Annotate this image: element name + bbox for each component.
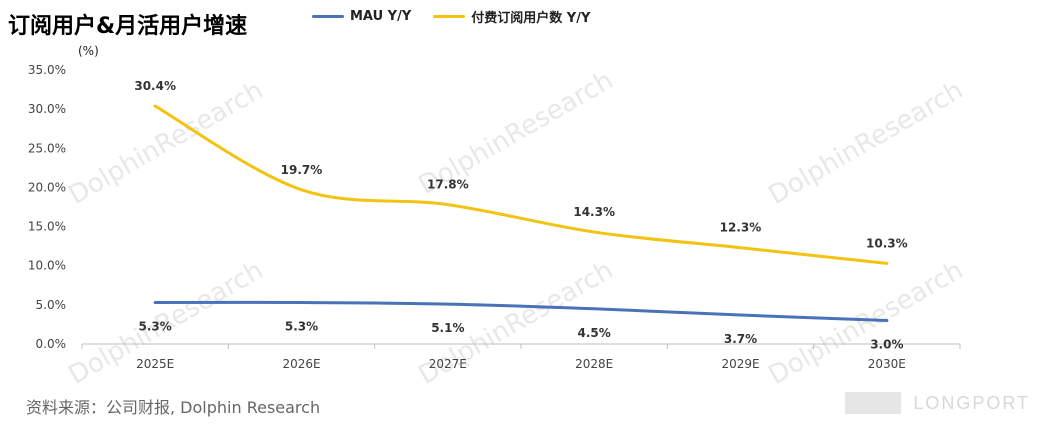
brand-mark-icon (845, 392, 902, 414)
legend-swatch-paid-subscribers (433, 14, 466, 18)
y-tick-label: 30.0% (28, 102, 66, 116)
watermark-text: DolphinResearch (764, 75, 969, 211)
paid-subscribers-data-label: 12.3% (720, 221, 762, 235)
legend-label-paid-subscribers: 付费订阅用户数 Y/Y (471, 10, 591, 26)
watermark-text: DolphinResearch (64, 75, 269, 211)
paid-subscribers-data-label: 10.3% (866, 236, 908, 250)
y-tick-label: 5.0% (36, 298, 67, 312)
mau-data-label: 3.7% (724, 332, 757, 346)
x-tick-label: 2028E (575, 357, 613, 371)
paid-subscribers-data-label: 14.3% (573, 205, 615, 219)
mau-data-label: 5.3% (139, 320, 172, 334)
axis-layer: 0.0% 5.0% 10.0% 15.0% 20.0% 25.0% 30.0% 35.0% 20… (28, 63, 961, 371)
watermark-layer: DolphinResearch DolphinResearch DolphinRes… (64, 65, 969, 390)
mau-data-label: 3.0% (870, 338, 903, 352)
mau-data-label: 5.3% (285, 320, 318, 334)
legend-item-paid-subscribers: 付费订阅用户数 Y/Y (433, 7, 590, 26)
mau-yoy-line (153, 300, 889, 323)
x-tick-label: 2026E (282, 357, 320, 371)
y-axis-unit: (%) (78, 44, 99, 58)
chart-legend: MAU Y/Y 付费订阅用户数 Y/Y (312, 6, 590, 26)
data-label-layer: 5.3% 5.3% 5.1% 4.5% 3.7% 3.0% 30.4% 19.7% 17.8% 1… (134, 79, 907, 352)
y-tick-label: 15.0% (28, 220, 66, 234)
series-layer (153, 104, 889, 323)
paid-subscribers-yoy-line (153, 104, 889, 265)
y-tick-label: 20.0% (28, 180, 66, 194)
source-note: 资料来源：公司财报, Dolphin Research (26, 398, 321, 417)
y-tick-label: 10.0% (28, 259, 66, 273)
y-tick-label: 35.0% (28, 63, 66, 77)
mau-data-label: 5.1% (431, 321, 464, 335)
chart-title: 订阅用户&月活用户增速 (8, 14, 248, 39)
y-tick-label: 25.0% (28, 141, 66, 155)
legend-swatch-mau (312, 14, 344, 18)
legend-item-mau: MAU Y/Y (312, 9, 411, 24)
x-tick-label: 2029E (721, 357, 759, 371)
x-tick-label: 2025E (136, 357, 174, 371)
brand-logo: LONGPORT (845, 392, 1030, 414)
paid-subscribers-data-label: 30.4% (134, 79, 176, 93)
line-chart: DolphinResearch DolphinResearch DolphinRes… (28, 63, 969, 390)
y-tick-label: 0.0% (36, 337, 67, 351)
watermark-text: DolphinResearch (764, 255, 969, 390)
legend-label-mau: MAU Y/Y (350, 8, 412, 24)
brand-name: LONGPORT (913, 392, 1030, 413)
x-tick-label: 2030E (868, 357, 906, 371)
paid-subscribers-data-label: 19.7% (281, 163, 323, 177)
paid-subscribers-data-label: 17.8% (427, 178, 469, 192)
mau-data-label: 4.5% (578, 326, 611, 340)
x-tick-label: 2027E (429, 357, 467, 371)
